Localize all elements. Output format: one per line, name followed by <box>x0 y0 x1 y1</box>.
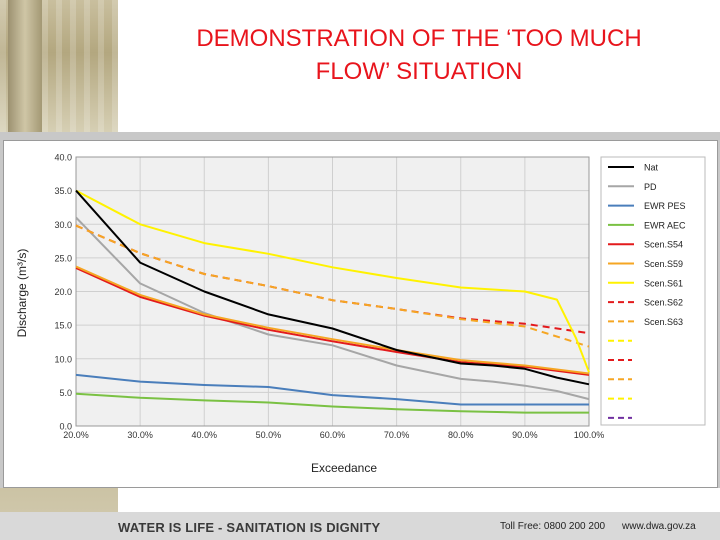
y-tick-label: 15.0 <box>54 321 72 331</box>
legend-label: PD <box>644 182 657 192</box>
series-line-scen-s54 <box>75 267 590 376</box>
series-line-ewr-aec <box>75 392 589 414</box>
series-line-scen-s61 <box>75 189 590 373</box>
x-tick-label: 30.0% <box>127 430 153 440</box>
footer-toll-free: Toll Free: 0800 200 200 <box>500 521 606 532</box>
slide-title-line-2: FLOW’ SITUATION <box>315 58 523 85</box>
x-tick-label: 80.0% <box>448 430 474 440</box>
legend-label: Scen.S59 <box>644 259 683 269</box>
y-tick-label: 25.0 <box>54 253 72 263</box>
series-line-pd <box>75 216 590 401</box>
legend-label: Scen.S61 <box>644 278 683 288</box>
x-tick-label: 50.0% <box>256 430 282 440</box>
legend-label: EWR AEC <box>644 220 686 230</box>
footer-bar <box>0 512 720 540</box>
x-tick-label: 70.0% <box>384 430 410 440</box>
y-tick-label: 35.0 <box>54 186 72 196</box>
legend-label: Nat <box>644 163 659 173</box>
y-tick-labels: 0.0 5.0 10.0 15.0 20.0 25.0 30.0 35.0 40.0 <box>54 153 72 432</box>
legend-label: Scen.S54 <box>644 240 683 250</box>
decorative-banner <box>0 0 118 132</box>
series-line-scen-s63 <box>75 224 590 348</box>
series-line-ewr-pes <box>75 373 589 406</box>
footer-website: www.dwa.gov.za <box>622 521 696 532</box>
x-tick-label: 90.0% <box>512 430 538 440</box>
y-axis-label: Discharge (m³/s) <box>15 249 29 338</box>
x-tick-label: 40.0% <box>191 430 217 440</box>
legend-box <box>600 156 706 426</box>
grid-lines <box>75 156 590 427</box>
x-tick-label: 20.0% <box>63 430 89 440</box>
discharge-chart: 0.0 5.0 10.0 15.0 20.0 25.0 30.0 35.0 40.0 20.0%… <box>15 153 706 475</box>
decorative-pillar <box>8 0 42 132</box>
legend-label: EWR PES <box>644 201 686 211</box>
x-tick-labels: 20.0% 30.0% 40.0% 50.0% 60.0% 70.0% 80.0% 90.0%… <box>63 430 604 440</box>
y-tick-label: 0.0 <box>59 422 72 432</box>
series-lines <box>75 189 590 414</box>
x-tick-label: 100.0% <box>574 430 605 440</box>
series-line-scen-s59 <box>75 265 590 375</box>
footer-slogan: WATER IS LIFE - SANITATION IS DIGNITY <box>118 520 381 535</box>
slide-title-line-1: DEMONSTRATION OF THE ‘TOO MUCH <box>196 25 642 52</box>
legend: Nat PD EWR PES EWR AEC Scen.S54 Scen.S59 Scen.… <box>608 163 686 419</box>
y-tick-label: 10.0 <box>54 354 72 364</box>
plot-border <box>75 156 590 427</box>
legend-label: Scen.S63 <box>644 317 683 327</box>
y-tick-label: 30.0 <box>54 220 72 230</box>
x-tick-label: 60.0% <box>320 430 346 440</box>
chart-card: 0.0 5.0 10.0 15.0 20.0 25.0 30.0 35.0 40.0 20.0%… <box>3 140 718 488</box>
legend-label: Scen.S62 <box>644 298 683 308</box>
x-axis-label: Exceedance <box>311 461 377 475</box>
y-tick-label: 20.0 <box>54 287 72 297</box>
slide-title: DEMONSTRATION OF THE ‘TOO MUCH FLOW’ SIT… <box>118 22 720 88</box>
y-tick-label: 40.0 <box>54 153 72 163</box>
series-line-nat <box>75 189 590 386</box>
y-tick-label: 5.0 <box>59 388 72 398</box>
